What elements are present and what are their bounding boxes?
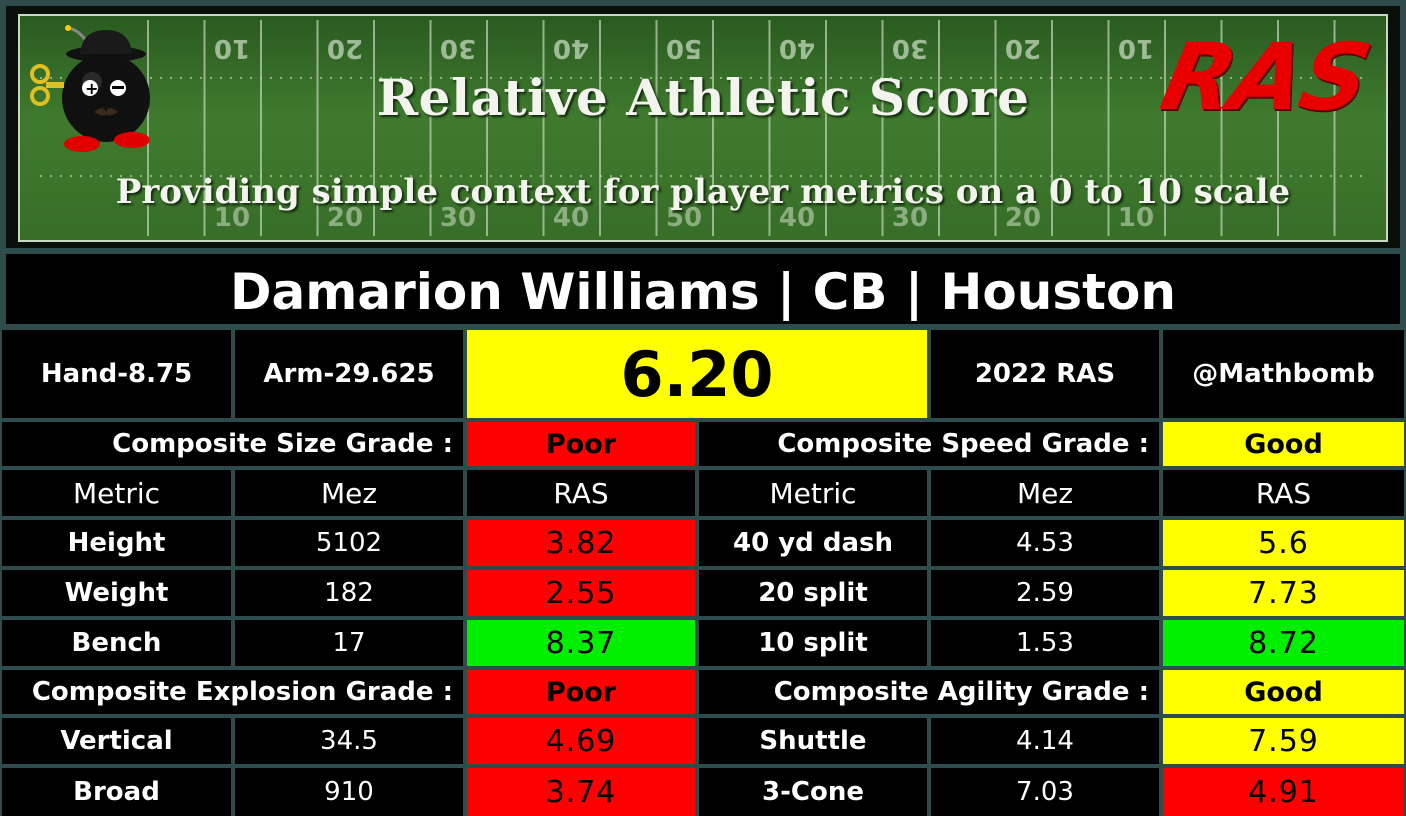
metric-mez: 2.59: [931, 570, 1159, 616]
yard-number-bottom: 30: [892, 203, 928, 233]
yard-number-top: 10: [1118, 33, 1154, 63]
yard-number-top: 20: [1005, 33, 1041, 63]
metric-ras: 8.37: [467, 620, 695, 666]
composite-speed-grade: Good: [1163, 422, 1404, 466]
yard-number-top: 40: [779, 33, 815, 63]
composite-explosion-grade: Poor: [467, 670, 695, 714]
metric-label: 10 split: [699, 620, 927, 666]
player-header: Damarion Williams | CB | Houston: [6, 254, 1400, 324]
composite-agility-grade: Good: [1163, 670, 1404, 714]
composite-agility-label: Composite Agility Grade :: [699, 670, 1159, 714]
metric-label: 20 split: [699, 570, 927, 616]
metric-mez: 7.03: [931, 768, 1159, 816]
header-metric-right: Metric: [699, 470, 927, 516]
metric-ras: 4.91: [1163, 768, 1404, 816]
metric-mez: 182: [235, 570, 463, 616]
author-handle: @Mathbomb: [1163, 330, 1404, 418]
metric-mez: 4.53: [931, 520, 1159, 566]
metric-label: Broad: [2, 768, 231, 816]
metric-mez: 34.5: [235, 718, 463, 764]
yard-number-top: 30: [892, 33, 928, 63]
metric-label: 40 yd dash: [699, 520, 927, 566]
header-mez-left: Mez: [235, 470, 463, 516]
yard-number-bottom: 50: [666, 203, 702, 233]
yard-number-bottom: 20: [327, 203, 363, 233]
metric-ras: 3.82: [467, 520, 695, 566]
metric-label: Shuttle: [699, 718, 927, 764]
field-lines: 10 20 30 40 50 40 30 20 10 10 20 30 40 50 40 30 20 10: [40, 20, 1366, 236]
svg-text:+: +: [85, 79, 98, 98]
ras-logo: RAS: [1152, 24, 1378, 131]
metric-ras: 5.6: [1163, 520, 1404, 566]
metric-ras: 2.55: [467, 570, 695, 616]
yard-number-bottom: 40: [553, 203, 589, 233]
football-field: 10 20 30 40 50 40 30 20 10 10 20 30 40 50 40 30 20 10 Rel…: [18, 14, 1388, 242]
yard-number-top: 30: [440, 33, 476, 63]
metric-label: Weight: [2, 570, 231, 616]
composite-speed-label: Composite Speed Grade :: [699, 422, 1159, 466]
ras-score: 6.20: [467, 330, 927, 418]
yard-number-bottom: 40: [779, 203, 815, 233]
metric-mez: 910: [235, 768, 463, 816]
metric-mez: 4.14: [931, 718, 1159, 764]
header-metric-left: Metric: [2, 470, 231, 516]
metric-ras: 7.73: [1163, 570, 1404, 616]
metric-label: 3-Cone: [699, 768, 927, 816]
header-ras-right: RAS: [1163, 470, 1404, 516]
metric-ras: 3.74: [467, 768, 695, 816]
arm-length: Arm-29.625: [235, 330, 463, 418]
banner: 10 20 30 40 50 40 30 20 10 10 20 30 40 50 40 30 20 10 Rel…: [6, 6, 1400, 248]
yard-number-top: 50: [666, 33, 702, 63]
header-mez-right: Mez: [931, 470, 1159, 516]
hand-size: Hand-8.75: [2, 330, 231, 418]
metric-ras: 4.69: [467, 718, 695, 764]
metric-label: Bench: [2, 620, 231, 666]
banner-title: Relative Athletic Score: [376, 68, 1030, 127]
composite-size-label: Composite Size Grade :: [2, 422, 463, 466]
banner-subtitle: Providing simple context for player metr…: [115, 172, 1291, 212]
composite-explosion-label: Composite Explosion Grade :: [2, 670, 463, 714]
yard-number-bottom: 30: [440, 203, 476, 233]
yard-number-bottom: 20: [1005, 203, 1041, 233]
year-label: 2022 RAS: [931, 330, 1159, 418]
composite-size-grade: Poor: [467, 422, 695, 466]
metric-label: Height: [2, 520, 231, 566]
metric-ras: 8.72: [1163, 620, 1404, 666]
metric-mez: 5102: [235, 520, 463, 566]
header-ras-left: RAS: [467, 470, 695, 516]
metric-ras: 7.59: [1163, 718, 1404, 764]
yard-number-bottom: 10: [214, 203, 250, 233]
metric-mez: 17: [235, 620, 463, 666]
yard-number-bottom: 10: [1118, 203, 1154, 233]
mathbomb-mascot-icon: +: [28, 24, 158, 168]
yard-number-top: 40: [553, 33, 589, 63]
yard-number-top: 20: [327, 33, 363, 63]
metric-mez: 1.53: [931, 620, 1159, 666]
metric-label: Vertical: [2, 718, 231, 764]
yard-number-top: 10: [214, 33, 250, 63]
